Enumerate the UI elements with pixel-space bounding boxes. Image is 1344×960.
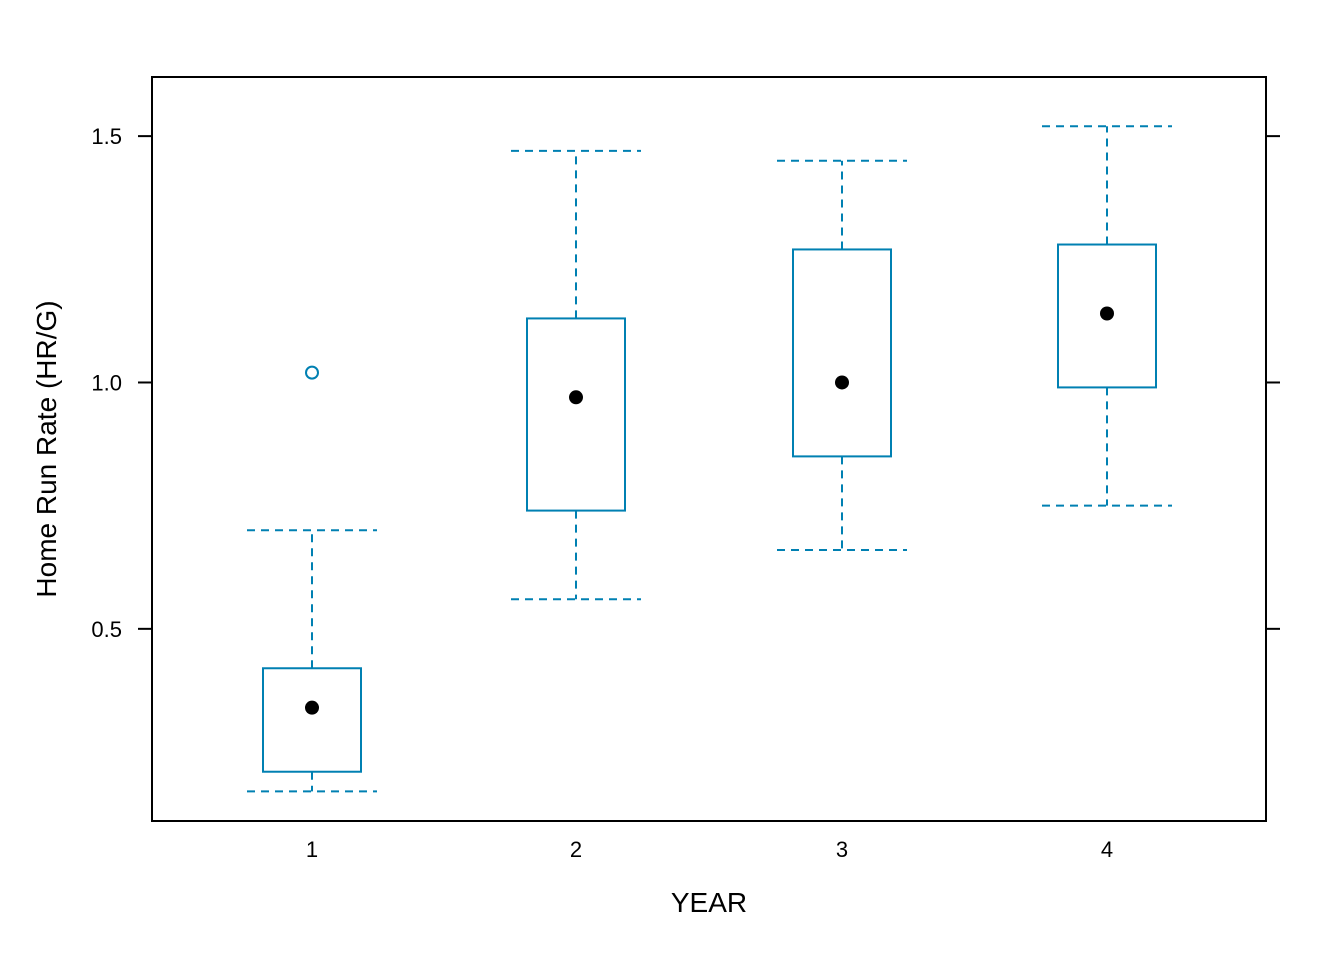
y-tick-label: 1.0	[91, 370, 122, 395]
median-dot	[569, 390, 583, 405]
y-axis-left: 0.5 1.0 1.5	[91, 124, 152, 642]
y-axis-right	[1266, 135, 1280, 630]
x-axis-title: YEAR	[671, 887, 747, 918]
iqr-box	[262, 667, 362, 773]
y-tick-label: 0.5	[91, 617, 122, 642]
x-tick-label: 4	[1101, 837, 1113, 862]
x-tick-label: 3	[836, 837, 848, 862]
x-axis: 1 2 3 4	[306, 837, 1113, 862]
plot-frame	[151, 76, 1267, 822]
x-tick-label: 2	[570, 837, 582, 862]
box-2	[511, 149, 641, 601]
box-series	[247, 125, 1172, 793]
box-4	[1042, 125, 1172, 507]
median-dot	[1100, 306, 1114, 321]
x-tick-label: 1	[306, 837, 318, 862]
y-tick-label: 1.5	[91, 124, 122, 149]
median-dot	[305, 700, 319, 715]
iqr-box	[526, 317, 626, 512]
box-1	[247, 365, 377, 793]
iqr-box	[792, 248, 892, 458]
y-axis-title: Home Run Rate (HR/G)	[31, 300, 62, 597]
box-3	[777, 159, 907, 552]
outlier-point	[305, 365, 319, 380]
median-dot	[835, 375, 849, 390]
